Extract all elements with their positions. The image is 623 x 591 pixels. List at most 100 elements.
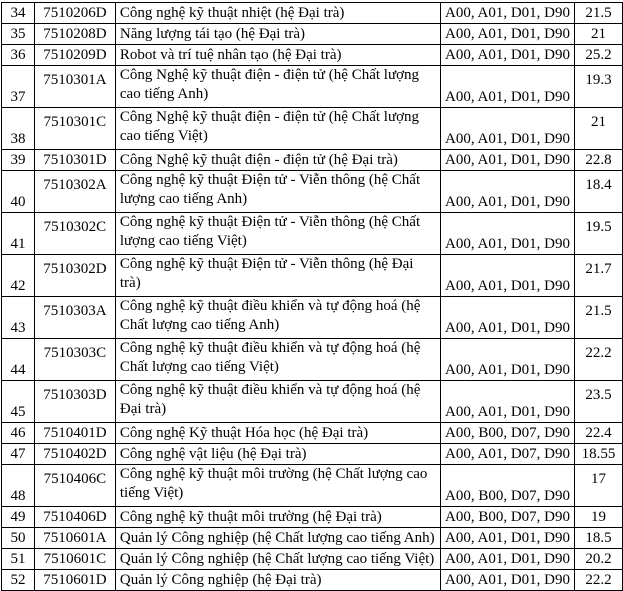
subject-combination: A00, A01, D01, D90	[439, 296, 576, 339]
subject-combination: A00, A01, D01, D90	[439, 23, 576, 45]
row-number: 50	[1, 527, 35, 549]
row-number: 36	[1, 44, 35, 66]
subject-combination: A00, A01, D01, D90	[439, 548, 576, 570]
subject-combination: A00, A01, D01, D90	[439, 2, 576, 24]
table-row: 42 7510302D Công nghệ kỹ thuật Điện tử - V…	[1, 254, 623, 297]
table-row: 39 7510301D Công Nghệ kỹ thuật điện - điện…	[1, 149, 623, 171]
cutoff-score: 21.7	[574, 254, 623, 297]
subject-combination: A00, A01, D01, D90	[439, 107, 576, 150]
cutoff-score: 21.5	[574, 296, 623, 339]
cutoff-score: 20.2	[574, 548, 623, 570]
major-code: 7510303C	[33, 338, 116, 381]
major-code: 7510301C	[33, 107, 116, 150]
major-name: Công nghệ kỹ thuật Điện tử - Viễn thông …	[114, 212, 442, 255]
cutoff-score: 18.4	[574, 170, 623, 213]
major-code: 7510208D	[33, 23, 116, 45]
cutoff-score: 17	[574, 464, 623, 507]
major-code: 7510601A	[33, 527, 116, 549]
major-name: Quản lý Công nghiệp (hệ Chất lượng cao t…	[114, 527, 442, 549]
table-row: 49 7510406D Công nghệ kỹ thuật môi trường …	[1, 506, 623, 528]
row-number: 48	[1, 464, 35, 507]
major-name: Công Nghệ kỹ thuật điện - điện tử (hệ Đạ…	[114, 149, 442, 171]
major-code: 7510601C	[33, 548, 116, 570]
cutoff-score: 23.5	[574, 380, 623, 423]
major-name: Công nghệ kỹ thuật điều khiển và tự động…	[114, 380, 442, 423]
subject-combination: A00, A01, D01, D90	[439, 380, 576, 423]
subject-combination: A00, B00, D07, D90	[439, 422, 576, 444]
subject-combination: A00, B00, D07, D90	[439, 506, 576, 528]
table-row: 46 7510401D Công nghệ Kỹ thuật Hóa học (hệ…	[1, 422, 623, 444]
cutoff-score: 19.3	[574, 65, 623, 108]
major-code: 7510303A	[33, 296, 116, 339]
table-row: 40 7510302A Công nghệ kỹ thuật Điện tử - V…	[1, 170, 623, 213]
cutoff-score: 21	[574, 23, 623, 45]
cutoff-score: 22.2	[574, 569, 623, 591]
major-name: Công nghệ kỹ thuật Điện tử - Viễn thông …	[114, 254, 442, 297]
major-code: 7510406D	[33, 506, 116, 528]
major-name: Công nghệ kỹ thuật điều khiển và tự động…	[114, 338, 442, 381]
major-code: 7510206D	[33, 2, 116, 24]
subject-combination: A00, A01, D01, D90	[439, 44, 576, 66]
row-number: 34	[1, 2, 35, 24]
row-number: 35	[1, 23, 35, 45]
cutoff-score: 25.2	[574, 44, 623, 66]
cutoff-score: 19.5	[574, 212, 623, 255]
row-number: 46	[1, 422, 35, 444]
major-code: 7510209D	[33, 44, 116, 66]
major-code: 7510401D	[33, 422, 116, 444]
subject-combination: A00, A01, D01, D90	[439, 254, 576, 297]
major-name: Công nghệ kỹ thuật nhiệt (hệ Đại trà)	[114, 2, 442, 24]
subject-combination: A00, A01, D01, D90	[439, 65, 576, 108]
major-code: 7510406C	[33, 464, 116, 507]
table-row: 43 7510303A Công nghệ kỹ thuật điều khiển …	[1, 296, 623, 339]
major-name: Robot và trí tuệ nhân tạo (hệ Đại trà)	[114, 44, 442, 66]
major-code: 7510303D	[33, 380, 116, 423]
major-name: Công nghệ kỹ thuật điều khiển và tự động…	[114, 296, 442, 339]
major-name: Công Nghệ kỹ thuật điện - điện tử (hệ Ch…	[114, 65, 442, 108]
major-name: Công nghệ Kỹ thuật Hóa học (hệ Đại trà)	[114, 422, 442, 444]
row-number: 41	[1, 212, 35, 255]
cutoff-score: 18.5	[574, 527, 623, 549]
cutoff-score: 19	[574, 506, 623, 528]
row-number: 37	[1, 65, 35, 108]
major-name: Quản lý Công nghiệp (hệ Đại trà)	[114, 569, 442, 591]
row-number: 49	[1, 506, 35, 528]
major-code: 7510302A	[33, 170, 116, 213]
cutoff-score: 21	[574, 107, 623, 150]
row-number: 47	[1, 443, 35, 465]
table-row: 45 7510303D Công nghệ kỹ thuật điều khiển …	[1, 380, 623, 423]
cutoff-score: 21.5	[574, 2, 623, 24]
major-name: Công Nghệ kỹ thuật điện - điện tử (hệ Ch…	[114, 107, 442, 150]
major-code: 7510301D	[33, 149, 116, 171]
subject-combination: A00, A01, D01, D90	[439, 149, 576, 171]
subject-combination: A00, A01, D01, D90	[439, 338, 576, 381]
major-code: 7510302D	[33, 254, 116, 297]
table-row: 48 7510406C Công nghệ kỹ thuật môi trường …	[1, 464, 623, 507]
subject-combination: A00, A01, D01, D90	[439, 212, 576, 255]
cutoff-score: 22.2	[574, 338, 623, 381]
major-name: Công nghệ kỹ thuật môi trường (hệ Chất l…	[114, 464, 442, 507]
table-row: 34 7510206D Công nghệ kỹ thuật nhiệt (hệ Đ…	[1, 2, 623, 24]
major-code: 7510601D	[33, 569, 116, 591]
subject-combination: A00, A01, D01, D90	[439, 170, 576, 213]
major-name: Công nghệ kỹ thuật môi trường (hệ Đại tr…	[114, 506, 442, 528]
subject-combination: A00, A01, D07, D90	[439, 443, 576, 465]
row-number: 43	[1, 296, 35, 339]
cutoff-score: 22.4	[574, 422, 623, 444]
subject-combination: A00, A01, D01, D90	[439, 527, 576, 549]
table-row: 52 7510601D Quản lý Công nghiệp (hệ Đại tr…	[1, 569, 623, 591]
row-number: 40	[1, 170, 35, 213]
major-code: 7510302C	[33, 212, 116, 255]
table-row: 50 7510601A Quản lý Công nghiệp (hệ Chất l…	[1, 527, 623, 549]
table-row: 37 7510301A Công Nghệ kỹ thuật điện - điện…	[1, 65, 623, 108]
row-number: 51	[1, 548, 35, 570]
subject-combination: A00, B00, D07, D90	[439, 464, 576, 507]
row-number: 38	[1, 107, 35, 150]
major-name: Năng lượng tái tạo (hệ Đại trà)	[114, 23, 442, 45]
table-row: 35 7510208D Năng lượng tái tạo (hệ Đại trà…	[1, 23, 623, 45]
table-row: 51 7510601C Quản lý Công nghiệp (hệ Chất l…	[1, 548, 623, 570]
major-name: Công nghệ kỹ thuật Điện tử - Viễn thông …	[114, 170, 442, 213]
cutoff-score: 18.55	[574, 443, 623, 465]
row-number: 39	[1, 149, 35, 171]
